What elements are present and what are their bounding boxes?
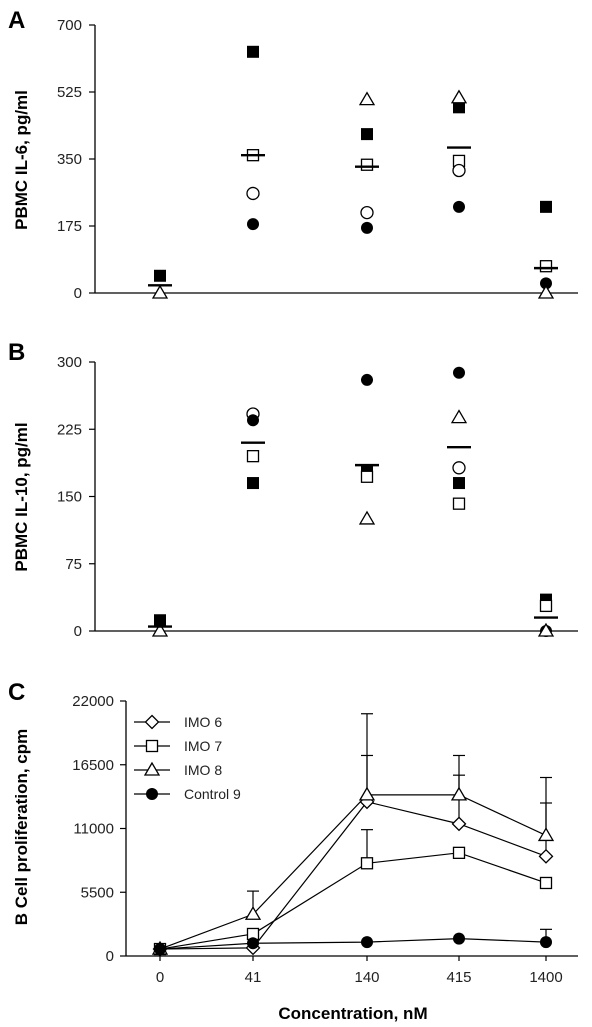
data-point xyxy=(246,449,260,463)
y-tick-label: 0 xyxy=(74,623,82,640)
y-tick-label: 11000 xyxy=(73,821,114,838)
data-point xyxy=(360,470,374,483)
data-point xyxy=(361,221,373,234)
data-point xyxy=(537,284,555,299)
data-point xyxy=(360,857,374,870)
panel-letter-c: C xyxy=(8,679,25,706)
x-tick-label: 0 xyxy=(156,969,164,986)
x-tick-label: 140 xyxy=(354,969,379,986)
panel-c-x-axis-label: Concentration, nM xyxy=(278,1004,427,1023)
data-point xyxy=(361,373,373,386)
data-point xyxy=(358,510,376,525)
x-tick-label: 41 xyxy=(245,969,262,986)
panel-b-y-axis-label: PBMC IL-10, pg/ml xyxy=(12,422,31,571)
legend-label: Control 9 xyxy=(184,786,241,802)
y-tick-label: 0 xyxy=(106,948,114,965)
y-tick-label: 22000 xyxy=(72,693,114,710)
data-point xyxy=(247,218,259,231)
panel-letter-b: B xyxy=(8,339,25,366)
y-tick-label: 16500 xyxy=(72,757,114,774)
data-point xyxy=(151,284,169,299)
data-point xyxy=(537,622,555,637)
x-tick-label: 415 xyxy=(446,969,471,986)
legend-marker xyxy=(143,761,161,776)
data-point xyxy=(154,614,166,627)
x-tick-label: 1400 xyxy=(529,969,562,986)
data-point xyxy=(450,89,468,104)
panel-a-y-axis-label: PBMC IL-6, pg/ml xyxy=(12,90,31,230)
data-point xyxy=(453,477,465,490)
data-point xyxy=(247,937,259,950)
y-tick-label: 75 xyxy=(65,556,82,573)
legend-marker xyxy=(145,739,159,753)
panel-a: A PBMC IL-6, pg/ml 700 525 350 175 0 xyxy=(8,7,578,302)
data-point xyxy=(247,477,259,490)
data-point xyxy=(450,409,468,424)
data-point xyxy=(540,936,552,949)
data-point xyxy=(453,366,465,379)
y-tick-label: 350 xyxy=(57,151,82,168)
data-point xyxy=(453,200,465,213)
legend-label: IMO 7 xyxy=(184,738,222,754)
data-point xyxy=(537,827,555,842)
data-point xyxy=(361,128,373,141)
data-point xyxy=(539,876,553,890)
data-point xyxy=(452,461,466,475)
series-line xyxy=(159,852,547,950)
data-point xyxy=(540,277,552,290)
legend-marker xyxy=(146,788,158,800)
data-point xyxy=(450,786,468,801)
y-tick-label: 175 xyxy=(57,218,82,235)
y-tick-label: 525 xyxy=(57,84,82,101)
y-tick-label: 225 xyxy=(57,421,82,438)
panel-letter-a: A xyxy=(8,7,25,34)
data-point xyxy=(539,260,553,273)
data-point xyxy=(539,599,553,613)
panel-b: B PBMC IL-10, pg/ml 300 225 150 75 0 xyxy=(8,339,578,640)
data-point xyxy=(453,101,465,114)
data-point xyxy=(358,91,376,106)
data-point xyxy=(360,158,374,171)
data-point xyxy=(452,163,466,178)
data-point xyxy=(246,186,260,201)
data-point xyxy=(451,816,467,832)
y-tick-label: 700 xyxy=(57,17,82,34)
data-point xyxy=(452,846,466,859)
data-point xyxy=(453,932,465,945)
panel-c-y-axis-label: B Cell proliferation, cpm xyxy=(12,729,31,925)
panel-c-legend: IMO 6 IMO 7 IMO 8 Control 9 xyxy=(134,714,241,802)
data-point xyxy=(154,943,166,956)
y-tick-label: 150 xyxy=(57,489,82,506)
data-point xyxy=(538,848,554,864)
data-point xyxy=(452,497,466,510)
data-point xyxy=(360,205,374,220)
data-point xyxy=(247,45,259,58)
data-point xyxy=(244,905,262,920)
legend-marker xyxy=(144,714,160,730)
data-point xyxy=(151,622,169,637)
legend-label: IMO 8 xyxy=(184,762,222,778)
y-tick-label: 0 xyxy=(74,285,82,302)
data-point xyxy=(361,936,373,949)
y-tick-label: 300 xyxy=(57,354,82,371)
data-point xyxy=(154,269,166,282)
data-point xyxy=(247,414,259,427)
data-point xyxy=(358,786,376,801)
y-tick-label: 5500 xyxy=(81,884,114,901)
data-point xyxy=(540,200,552,213)
panel-c: C B Cell proliferation, cpm Concentratio… xyxy=(8,679,578,1023)
legend-label: IMO 6 xyxy=(184,714,222,730)
